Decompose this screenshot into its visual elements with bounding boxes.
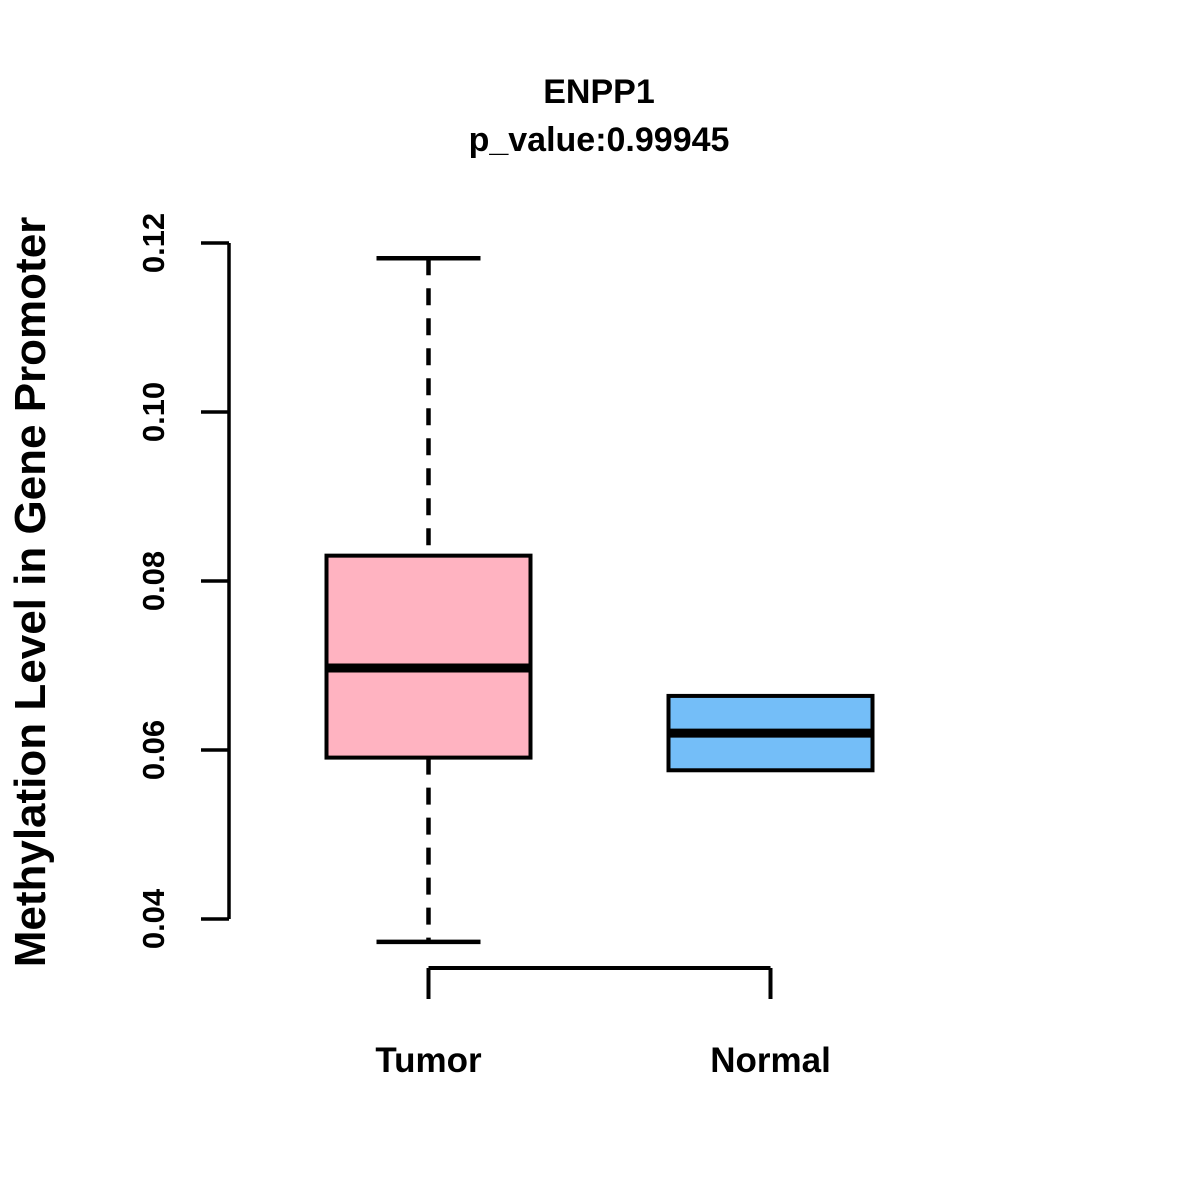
chart-title: ENPP1 xyxy=(543,73,655,111)
y-tick-label: 0.10 xyxy=(136,382,171,442)
x-category-label-normal: Normal xyxy=(710,1041,831,1080)
tumor-box xyxy=(324,553,533,760)
y-tick-label: 0.12 xyxy=(136,213,171,273)
x-category-label-tumor: Tumor xyxy=(375,1041,482,1080)
y-tick-label: 0.04 xyxy=(136,888,171,949)
y-axis-title: Methylation Level in Gene Promoter xyxy=(6,217,55,968)
y-tick-label: 0.08 xyxy=(136,551,171,611)
chart-subtitle: p_value:0.99945 xyxy=(469,121,730,159)
y-tick-label: 0.06 xyxy=(136,720,171,780)
plot-elements: 0.04 0.06 0.08 0.10 0.12 Tumor Normal xyxy=(136,213,875,1080)
